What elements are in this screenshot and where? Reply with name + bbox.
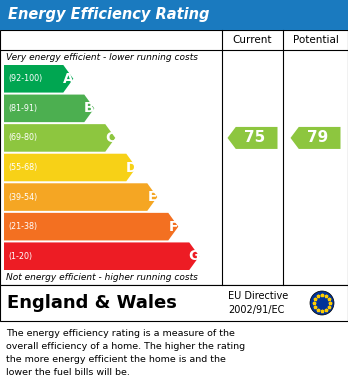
Text: lower the fuel bills will be.: lower the fuel bills will be. — [6, 368, 130, 377]
Text: D: D — [126, 160, 137, 174]
Text: 75: 75 — [244, 131, 265, 145]
Text: A: A — [63, 72, 74, 86]
Polygon shape — [4, 124, 115, 152]
Text: G: G — [189, 249, 200, 263]
Polygon shape — [228, 127, 277, 149]
Text: the more energy efficient the home is and the: the more energy efficient the home is an… — [6, 355, 226, 364]
Bar — [0, 285, 348, 321]
Circle shape — [310, 291, 334, 315]
Polygon shape — [4, 242, 199, 270]
Text: (81-91): (81-91) — [8, 104, 37, 113]
Text: Potential: Potential — [293, 35, 339, 45]
Text: Not energy efficient - higher running costs: Not energy efficient - higher running co… — [6, 273, 198, 283]
Bar — [0, 30, 348, 285]
Text: overall efficiency of a home. The higher the rating: overall efficiency of a home. The higher… — [6, 342, 245, 351]
Polygon shape — [291, 127, 340, 149]
Text: F: F — [168, 220, 178, 234]
Polygon shape — [4, 65, 73, 93]
Bar — [0, 0, 348, 30]
Polygon shape — [4, 213, 178, 240]
Text: Energy Efficiency Rating: Energy Efficiency Rating — [8, 7, 209, 23]
Text: C: C — [105, 131, 116, 145]
Text: EU Directive
2002/91/EC: EU Directive 2002/91/EC — [228, 291, 288, 315]
Polygon shape — [4, 183, 157, 211]
Text: E: E — [148, 190, 157, 204]
Text: The energy efficiency rating is a measure of the: The energy efficiency rating is a measur… — [6, 329, 235, 338]
Text: (39-54): (39-54) — [8, 193, 37, 202]
Text: (1-20): (1-20) — [8, 252, 32, 261]
Polygon shape — [4, 154, 136, 181]
Text: England & Wales: England & Wales — [7, 294, 177, 312]
Text: Current: Current — [233, 35, 272, 45]
Text: (92-100): (92-100) — [8, 74, 42, 83]
Polygon shape — [4, 95, 94, 122]
Text: (21-38): (21-38) — [8, 222, 37, 231]
Text: 79: 79 — [307, 131, 328, 145]
Text: B: B — [84, 101, 95, 115]
Text: Very energy efficient - lower running costs: Very energy efficient - lower running co… — [6, 52, 198, 61]
Text: (55-68): (55-68) — [8, 163, 37, 172]
Text: (69-80): (69-80) — [8, 133, 37, 142]
Bar — [0, 321, 348, 391]
